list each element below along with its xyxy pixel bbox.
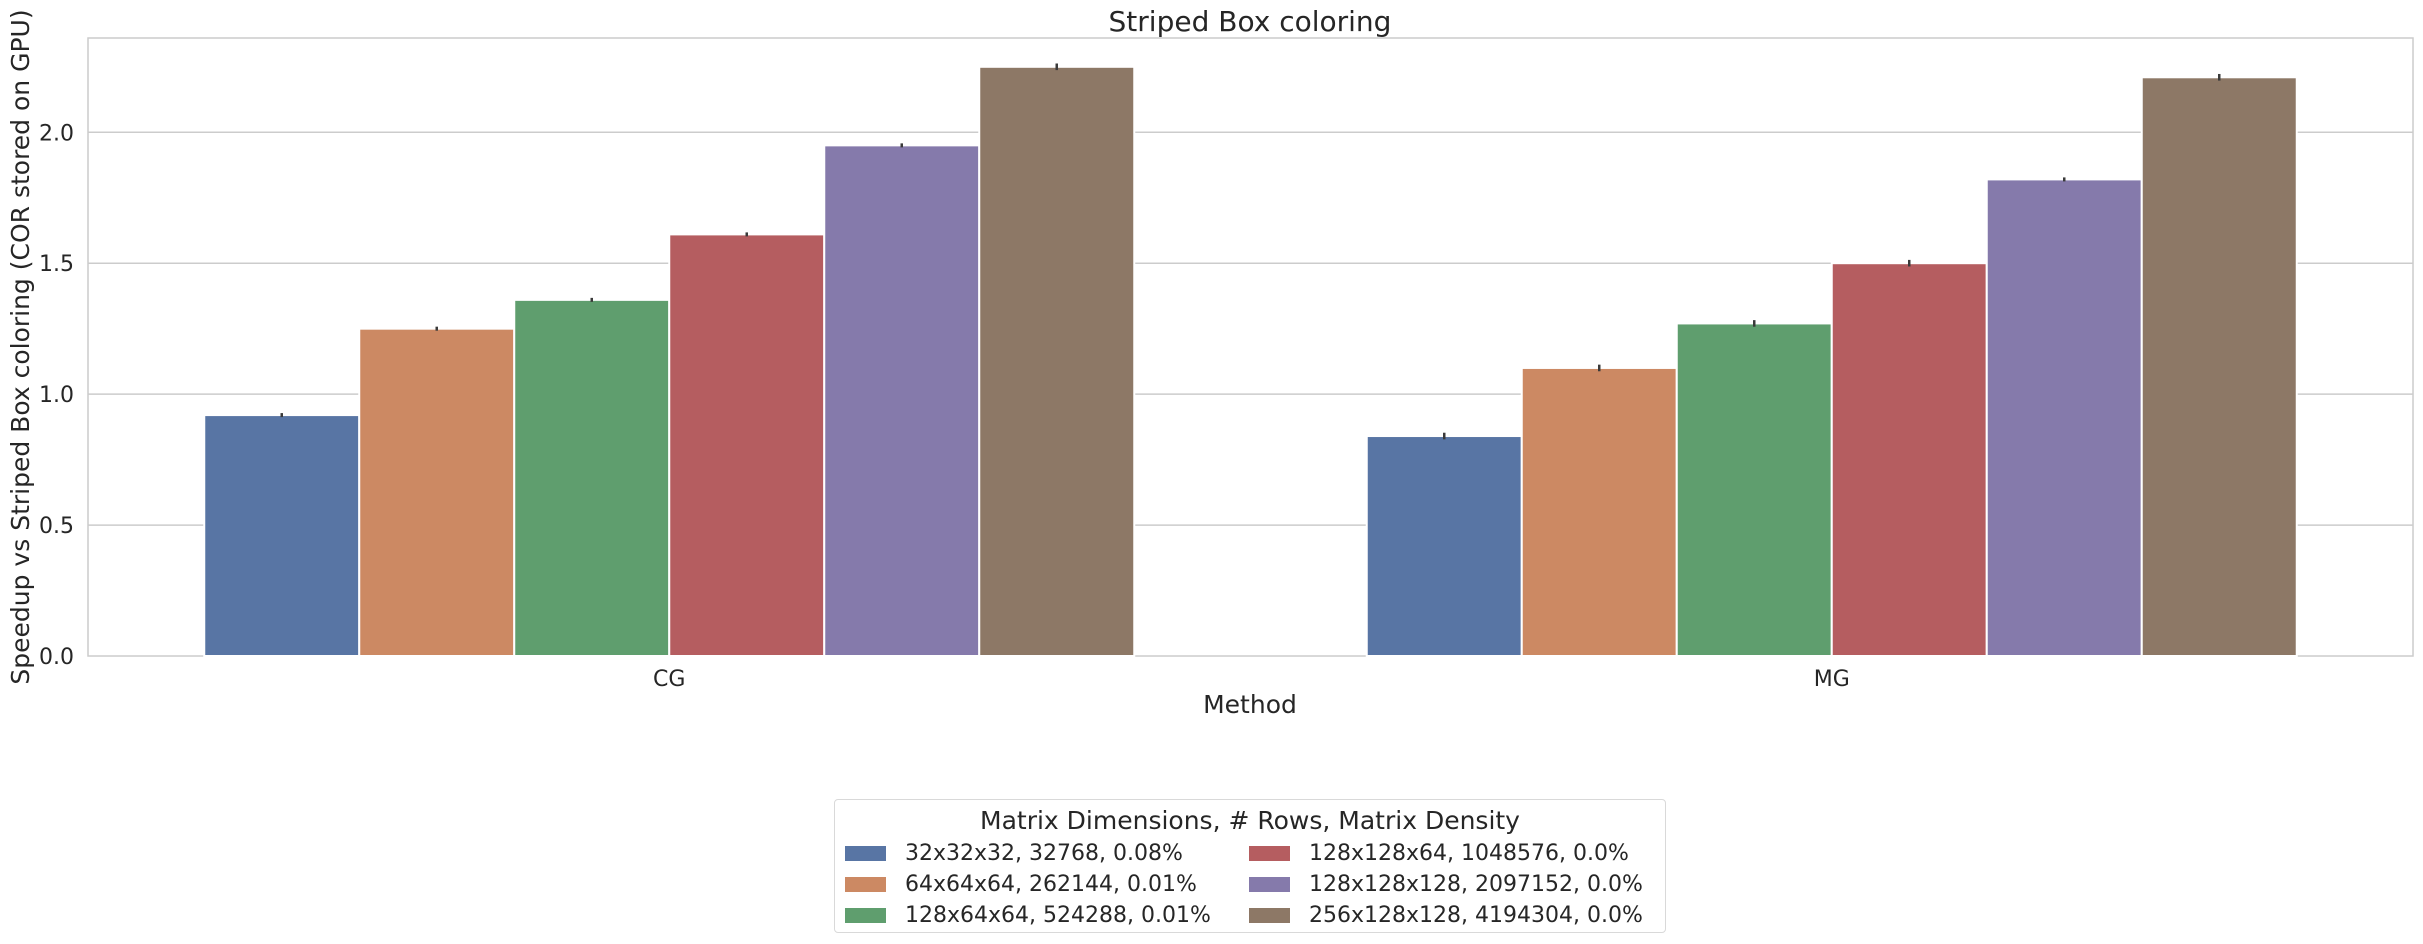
bar bbox=[358, 327, 516, 657]
x-tick-label: CG bbox=[653, 667, 685, 692]
y-axis-label: Speedup vs Striped Box coloring (COR sto… bbox=[6, 9, 35, 684]
bar bbox=[1985, 178, 2143, 658]
bar bbox=[2140, 76, 2298, 657]
legend-label: 64x64x64, 262144, 0.01% bbox=[905, 871, 1197, 897]
legend-item: 128x128x64, 1048576, 0.0% bbox=[1249, 838, 1629, 868]
y-tick-label: 1.5 bbox=[39, 252, 74, 277]
legend-label: 32x32x32, 32768, 0.08% bbox=[905, 840, 1183, 866]
legend-swatch bbox=[1249, 845, 1290, 861]
legend-label: 128x64x64, 524288, 0.01% bbox=[905, 902, 1211, 928]
bar bbox=[513, 298, 671, 657]
legend-item: 256x128x128, 4194304, 0.0% bbox=[1249, 900, 1643, 930]
legend: Matrix Dimensions, # Rows, Matrix Densit… bbox=[834, 799, 1666, 933]
x-tick-label: MG bbox=[1814, 667, 1850, 692]
y-tick-label: 0.5 bbox=[39, 514, 74, 539]
bar bbox=[1675, 322, 1833, 657]
bar bbox=[978, 65, 1136, 657]
legend-item: 32x32x32, 32768, 0.08% bbox=[845, 838, 1183, 868]
y-tick-labels: 0.0 0.5 1.0 1.5 2.0 bbox=[39, 121, 74, 670]
y-tick-label: 0.0 bbox=[39, 645, 74, 670]
bar bbox=[823, 144, 981, 657]
legend-swatch bbox=[1249, 876, 1290, 892]
legend-swatch bbox=[845, 876, 886, 892]
legend-title: Matrix Dimensions, # Rows, Matrix Densit… bbox=[980, 806, 1520, 835]
legend-swatch bbox=[1249, 907, 1290, 923]
legend-swatch bbox=[845, 845, 886, 861]
legend-item: 64x64x64, 262144, 0.01% bbox=[845, 869, 1197, 899]
legend-item: 128x64x64, 524288, 0.01% bbox=[845, 900, 1211, 930]
chart-title: Striped Box coloring bbox=[1109, 5, 1392, 38]
legend-label: 128x128x128, 2097152, 0.0% bbox=[1309, 871, 1643, 897]
legend-label: 256x128x128, 4194304, 0.0% bbox=[1309, 902, 1643, 928]
y-tick-label: 2.0 bbox=[39, 121, 74, 146]
bars bbox=[203, 65, 2298, 658]
y-tick-label: 1.0 bbox=[39, 383, 74, 408]
bar bbox=[203, 414, 361, 657]
error-bars bbox=[280, 63, 2221, 440]
x-axis-label: Method bbox=[1203, 690, 1297, 719]
bar bbox=[668, 233, 826, 657]
bar bbox=[1520, 366, 1678, 657]
x-tick-labels: CG MG bbox=[653, 667, 1850, 692]
legend-label: 128x128x64, 1048576, 0.0% bbox=[1309, 840, 1629, 866]
legend-swatch bbox=[845, 907, 886, 923]
bar bbox=[1830, 262, 1988, 657]
legend-item: 128x128x128, 2097152, 0.0% bbox=[1249, 869, 1643, 899]
bar bbox=[1365, 435, 1523, 657]
